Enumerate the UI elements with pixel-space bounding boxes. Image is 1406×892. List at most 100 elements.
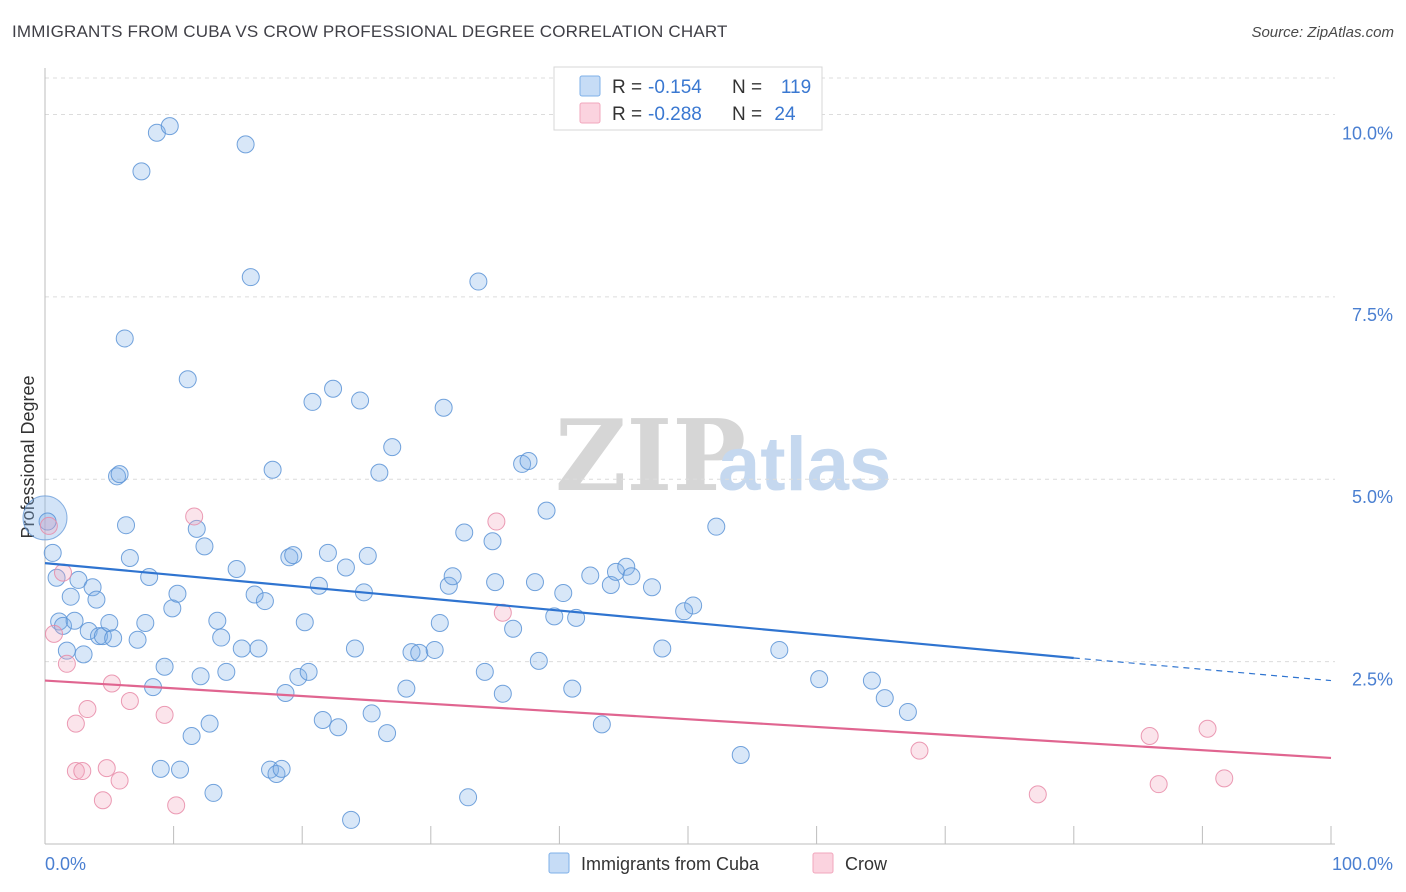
data-point-cuba [267,764,286,783]
data-point-cuba [303,392,322,411]
data-point-crow [155,705,174,724]
legend-swatch-cuba [579,75,601,97]
legend-r-label-1: R = [612,77,642,98]
legend-n-label-1: N = [732,77,762,98]
data-point-cuba [455,523,474,542]
legend-swatch-crow [579,102,601,124]
data-point-cuba [69,570,88,589]
data-point-cuba [519,452,538,470]
data-point-crow [910,741,929,760]
data-point-crow [57,654,76,673]
data-point-cuba [178,370,197,389]
data-point-cuba [425,640,444,659]
data-point-cuba [810,670,829,689]
data-point-cuba [132,162,151,181]
data-point-cuba [90,627,109,646]
data-point-cuba [378,724,397,743]
data-point-cuba [74,645,93,664]
data-point-cuba [504,619,523,638]
data-point-cuba [336,558,355,577]
series-legend-swatch-cuba [548,852,570,874]
data-point-crow [1149,775,1168,794]
data-point-crow [1140,727,1159,746]
data-point-cuba [61,587,80,606]
data-point-cuba [525,573,544,592]
data-point-cuba [120,549,139,568]
data-point-crow [39,516,58,535]
data-point-crow [1198,719,1217,738]
data-point-cuba [486,573,505,592]
data-point-cuba [128,630,147,649]
data-point-cuba [443,567,462,586]
data-point-cuba [136,613,155,632]
data-point-cuba [707,517,726,536]
data-point-crow [54,563,73,582]
data-point-crow [66,714,85,733]
data-point-cuba [410,643,429,662]
data-point-cuba [329,718,348,737]
data-point-cuba [653,639,672,658]
x-tick-label: 0.0% [45,854,86,874]
data-point-cuba [79,621,98,640]
data-point-cuba [272,759,291,778]
data-point-cuba [675,602,694,621]
data-point-cuba [545,607,564,626]
series-legend-label-cuba: Immigrants from Cuba [581,854,760,874]
data-point-cuba [295,613,314,632]
data-point-cuba [554,584,573,603]
data-point-cuba [475,662,494,681]
data-point-cuba [862,671,881,690]
data-point-cuba [731,745,750,764]
data-point-cuba [529,651,548,670]
y-axis-label: Professional Degree [18,375,38,538]
data-point-cuba [115,329,134,348]
source-credit: Source: ZipAtlas.com [1251,24,1394,41]
data-point-crow [73,762,92,781]
data-point-cuba [439,576,458,595]
data-point-crow [45,624,64,643]
data-point-cuba [104,629,123,648]
data-point-cuba [249,639,268,658]
data-point-cuba [217,662,236,681]
y-tick-label: 7.5% [1352,305,1393,325]
data-point-crow [1215,769,1234,788]
data-point-cuba [345,639,364,658]
data-point-cuba [383,438,402,457]
data-point-cuba [140,567,159,586]
data-point-cuba [397,679,416,698]
data-point-cuba [358,546,377,565]
data-point-cuba [567,608,586,627]
data-point-cuba [168,584,187,603]
data-point-cuba [875,689,894,708]
data-point-crow [487,512,506,531]
series-legend-swatch-crow [812,852,834,874]
watermark-atlas: atlas [718,422,891,507]
data-point-cuba [163,599,182,618]
legend-r-value-2: -0.288 [648,104,702,125]
x-tick-label: 100.0% [1332,854,1393,874]
data-point-cuba [313,710,332,729]
data-point-cuba [434,398,453,417]
data-point-cuba [581,566,600,585]
data-point-cuba [171,760,190,779]
data-point-cuba [351,391,370,410]
data-point-cuba [43,543,62,562]
data-point-crow [97,759,116,778]
data-point-cuba [245,585,264,604]
stats-legend: R = -0.154 N = 119 R = -0.288 N = 24 [553,66,823,131]
watermark-zip: ZIP [555,399,746,514]
data-point-cuba [160,117,179,136]
legend-r-label-2: R = [612,104,642,125]
y-axis-ticks: 10.0% 7.5% 5.0% 2.5% [1342,123,1393,689]
series-legend: Immigrants from Cuba Crow [548,852,888,874]
data-point-cuba [200,714,219,733]
data-point-cuba [191,667,210,686]
chart-title: IMMIGRANTS FROM CUBA VS CROW PROFESSIONA… [12,22,728,41]
data-points [22,117,1234,829]
data-point-cuba [108,467,127,486]
data-point-cuba [309,576,328,595]
data-point-crow [167,796,186,815]
trend-line-cuba [44,562,1074,660]
data-point-cuba [362,704,381,723]
legend-n-label-2: N = [732,104,762,125]
